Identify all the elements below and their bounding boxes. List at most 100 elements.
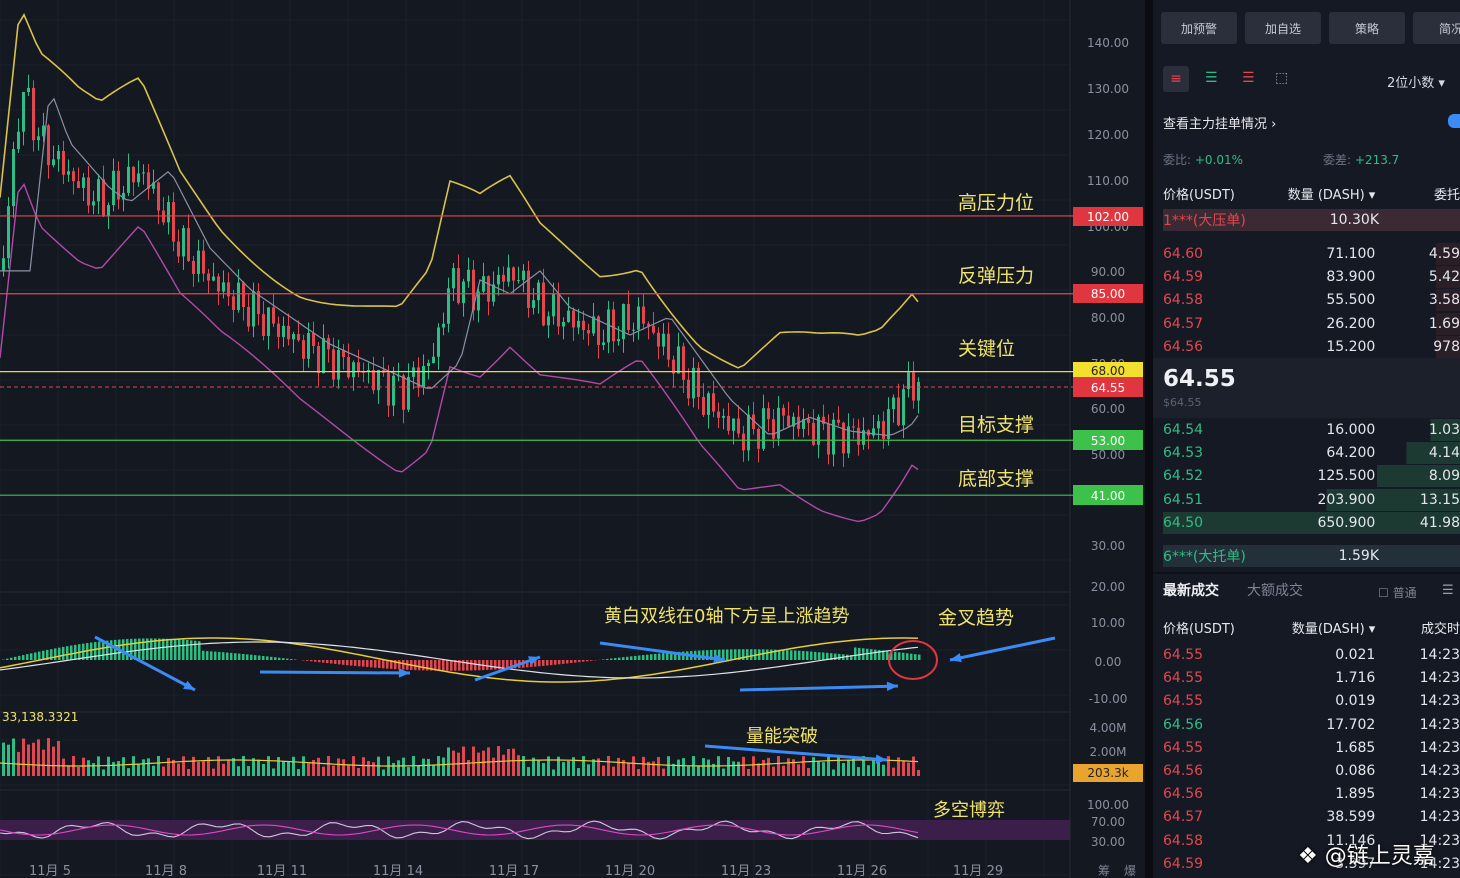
y-tick-label: 70.00 [1091, 815, 1125, 829]
tag-53: 53.00 [1091, 434, 1125, 448]
y-tick-label: 0.00 [1095, 655, 1122, 669]
trade-qty: 1.895 [1335, 786, 1376, 803]
trade-time: 14:23 [1419, 716, 1460, 733]
y-tick-label: 30.00 [1091, 539, 1125, 553]
bid-price: 64.51 [1163, 491, 1204, 508]
col-qty[interactable]: 数量 (DASH) ▾ [1287, 187, 1376, 203]
bid-row[interactable]: 64.52 125.500 8.09 [1163, 465, 1460, 488]
x-tick-label: 11月 23 [721, 864, 771, 878]
book-view-asks-icon[interactable]: ☰ [1242, 70, 1255, 86]
y-tick-label: 120.00 [1087, 128, 1129, 142]
ask-price: 64.57 [1163, 315, 1204, 332]
level-label-target-support: 目标支撑 [958, 414, 1034, 436]
trades-col-price: 价格(USDT) [1163, 621, 1235, 637]
bid-row[interactable]: 64.54 16.000 1.03 [1163, 419, 1460, 441]
trade-qty: 11.146 [1326, 832, 1376, 849]
strategy-button[interactable]: 策略 [1329, 12, 1405, 44]
normal-checkbox[interactable]: ☐ 普通 [1378, 586, 1417, 600]
ask-row[interactable]: 64.59 83.900 5.42 [1163, 266, 1460, 289]
ask-row[interactable]: 64.60 71.100 4.59 [1163, 243, 1460, 265]
x-tick-label: 11月 26 [837, 864, 887, 878]
toggle-switch[interactable] [1448, 114, 1460, 128]
bid-row[interactable]: 64.50 650.900 41.98 [1163, 511, 1460, 534]
main-orders-link-text: 查看主力挂单情况 [1163, 117, 1268, 132]
trade-qty: 1.685 [1335, 739, 1376, 756]
book-view-bids-icon[interactable]: ☰ [1205, 70, 1218, 86]
tab-large-trades[interactable]: 大额成交 [1247, 583, 1303, 599]
ratio-label: 委比: [1163, 153, 1192, 167]
golden-cross-note: 金叉趋势 [938, 607, 1014, 629]
bid-price: 64.54 [1163, 422, 1204, 438]
ask-row[interactable]: 64.56 15.200 978 [1163, 335, 1460, 358]
trade-time: 14:23 [1419, 832, 1460, 849]
ask-price: 64.58 [1163, 292, 1204, 309]
filter-icon[interactable]: ☰ [1442, 583, 1454, 598]
chart-panel[interactable]: 140.00 130.00 120.00 110.00 100.00 90.00 80.00… [0, 0, 1145, 878]
bid-price: 64.53 [1163, 445, 1204, 462]
y-tick-label: 140.00 [1087, 36, 1129, 50]
trade-time: 14:23 [1419, 809, 1460, 826]
ask-row[interactable]: 64.57 26.200 1.69 [1163, 312, 1460, 335]
col-total: 委托 [1433, 187, 1460, 203]
decimals-select[interactable]: 2位小数 ▾ [1387, 72, 1445, 91]
trade-qty: 38.599 [1326, 809, 1376, 826]
checkbox-label: 普通 [1392, 586, 1417, 600]
trades-col-time: 成交时 [1420, 621, 1460, 637]
level-label-bottom-support: 底部支撑 [958, 468, 1034, 490]
watermark: ❖ @链上灵嘉 [1298, 838, 1435, 870]
ask-total: 4.59 [1428, 246, 1460, 262]
trade-time: 14:23 [1419, 670, 1460, 687]
diff-label: 委差: [1323, 153, 1352, 167]
main-orders-link[interactable]: 查看主力挂单情况 › [1163, 113, 1276, 132]
trade-time: 14:23 [1419, 647, 1460, 663]
y-tick-label: 4.00M [1089, 721, 1126, 735]
tag-102: 102.00 [1087, 210, 1129, 224]
ask-price: 64.59 [1163, 269, 1204, 286]
trade-row: 64.59 3.397 14:23 [1163, 853, 1460, 875]
diamond-icon: ❖ [1298, 844, 1318, 869]
watermark-text: @链上灵嘉 [1324, 844, 1435, 869]
y-tick-label: 50.00 [1091, 448, 1125, 462]
panel-divider[interactable] [1145, 0, 1153, 878]
trade-price: 64.58 [1163, 832, 1204, 849]
candlestick-chart[interactable]: 140.00 130.00 120.00 110.00 100.00 90.00 80.00… [0, 0, 1145, 878]
y-tick-label: 60.00 [1091, 402, 1125, 416]
ask-total: 3.58 [1428, 292, 1460, 309]
trade-price: 64.56 [1163, 763, 1204, 779]
book-view-both-icon[interactable]: ≡ [1163, 66, 1189, 92]
bollinger-bands [0, 13, 919, 523]
ask-qty: 71.100 [1326, 246, 1376, 262]
bid-row[interactable]: 64.53 64.200 4.14 [1163, 442, 1460, 465]
trade-time: 14:23 [1419, 786, 1460, 803]
trade-qty: 0.019 [1335, 693, 1376, 710]
ask-total: 1.69 [1428, 315, 1460, 332]
trade-row: 64.55 0.019 14:23 [1163, 690, 1460, 712]
big-sell-name: 1***(大压单) [1163, 213, 1246, 229]
last-price: 64.55 [1163, 366, 1236, 392]
y-tick-label: 80.00 [1091, 311, 1125, 325]
trades-col-qty[interactable]: 数量(DASH) ▾ [1291, 621, 1376, 637]
x-tick-label: 11月 14 [373, 864, 423, 878]
trade-price: 64.55 [1163, 670, 1204, 687]
trend-arrows [94, 635, 1056, 764]
trades-col-qty-label: 数量(DASH) [1291, 621, 1365, 637]
add-watchlist-button[interactable]: 加自选 [1245, 12, 1321, 44]
add-alert-button[interactable]: 加预警 [1161, 12, 1237, 44]
book-expand-icon[interactable]: ⬚ [1275, 70, 1289, 86]
ask-price: 64.60 [1163, 246, 1204, 262]
ask-row[interactable]: 64.58 55.500 3.58 [1163, 289, 1460, 312]
chevron-right-icon: › [1271, 117, 1277, 132]
trade-qty: 0.021 [1335, 647, 1376, 663]
ask-qty: 26.200 [1326, 315, 1376, 332]
bid-row[interactable]: 64.51 203.900 13.15 [1163, 488, 1460, 511]
trade-price: 64.57 [1163, 809, 1204, 826]
y-tick-label: 10.00 [1091, 616, 1125, 630]
time-axis: 11月 5 11月 8 11月 11 11月 14 11月 17 11月 20 11月 23… [29, 864, 1003, 878]
big-sell-order[interactable]: 1***(大压单) 10.30K [1163, 209, 1460, 231]
overview-button[interactable]: 简况 [1413, 12, 1460, 44]
tab-latest-trades[interactable]: 最新成交 [1163, 583, 1219, 599]
ask-price: 64.56 [1163, 338, 1204, 355]
trade-price: 64.56 [1163, 786, 1204, 803]
level-label-high-resistance: 高压力位 [958, 192, 1034, 214]
big-buy-order[interactable]: 6***(大托单) 1.59K [1163, 545, 1460, 567]
